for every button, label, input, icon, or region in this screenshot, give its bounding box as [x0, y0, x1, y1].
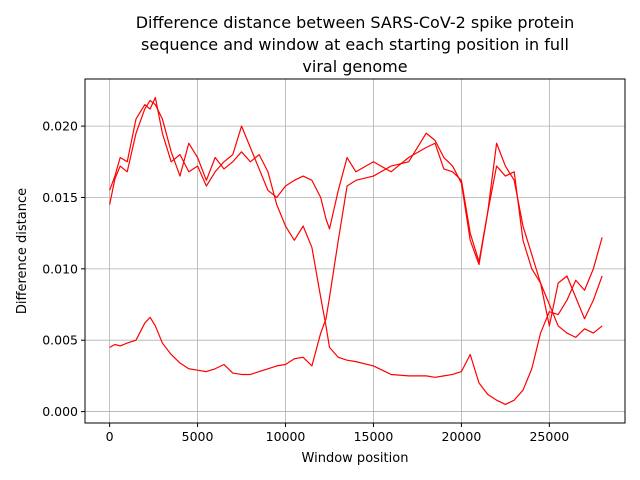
- x-axis-label: Window position: [302, 451, 409, 466]
- grid: [85, 79, 625, 423]
- chart-title-line-3: viral genome: [302, 57, 407, 76]
- plot-frame: [84, 78, 626, 424]
- series-line-1: [109, 99, 603, 406]
- y-tick-label: 0.015: [42, 190, 78, 205]
- series-line-2: [109, 132, 603, 376]
- y-tick-label: 0.005: [42, 333, 78, 348]
- x-tick-label: 10000: [266, 429, 306, 444]
- x-tick-label: 5000: [182, 429, 214, 444]
- y-tick-label: 0.000: [42, 404, 78, 419]
- y-axis-label: Difference distance: [15, 188, 30, 314]
- series-line-3: [109, 96, 603, 327]
- y-tick-label: 0.020: [42, 119, 78, 134]
- y-axis: 0.000 0.005 0.010 0.015 0.020: [42, 119, 85, 419]
- x-tick-label: 25000: [529, 429, 569, 444]
- x-tick-label: 15000: [354, 429, 394, 444]
- x-tick-label: 0: [106, 429, 114, 444]
- y-tick-label: 0.010: [42, 261, 78, 276]
- chart-title-line-2: sequence and window at each starting pos…: [141, 35, 569, 54]
- x-tick-label: 20000: [442, 429, 482, 444]
- chart-title: Difference distance between SARS-CoV-2 s…: [136, 13, 575, 76]
- chart-title-line-1: Difference distance between SARS-CoV-2 s…: [136, 13, 575, 32]
- series-layer: [109, 96, 603, 406]
- x-axis: 0 5000 10000 15000 20000 25000: [106, 423, 569, 444]
